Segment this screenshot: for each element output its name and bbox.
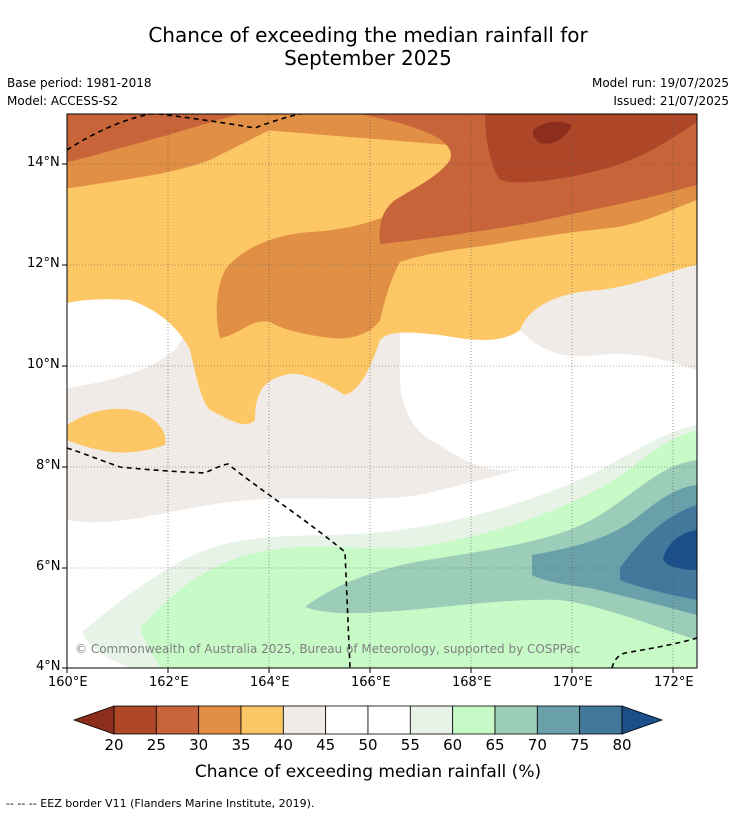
y-tick-4: 4°N <box>36 659 61 674</box>
x-tick-166: 166°E <box>351 675 391 690</box>
colorbar-tick-label: 30 <box>189 736 209 754</box>
colorbar-segment <box>494 705 538 735</box>
colorbar-segment <box>113 705 157 735</box>
colorbar-tick-label: 35 <box>231 736 251 754</box>
field-35-40-west <box>67 408 166 453</box>
colorbar-tick-label: 80 <box>612 736 632 754</box>
colorbar-segment <box>198 705 242 735</box>
x-tick-164: 164°E <box>250 675 290 690</box>
y-tick-14: 14°N <box>27 155 60 170</box>
map-fields <box>67 114 697 668</box>
colorbar-segment <box>240 705 284 735</box>
colorbar-tick-label: 55 <box>400 736 420 754</box>
x-tick-172: 172°E <box>654 675 694 690</box>
colorbar-extend-low <box>72 705 115 735</box>
meta-left: Base period: 1981-2018 Model: ACCESS-S2 <box>7 74 152 110</box>
colorbar-segment <box>409 705 454 735</box>
colorbar-segment <box>325 705 369 735</box>
colorbar-tick-label: 40 <box>273 736 293 754</box>
colorbar-tick-label: 45 <box>316 736 336 754</box>
colorbar-tick-label: 20 <box>104 736 124 754</box>
colorbar-tick-label: 65 <box>485 736 505 754</box>
y-tick-12: 12°N <box>27 256 60 271</box>
x-tick-170: 170°E <box>553 675 593 690</box>
colorbar-tick-label: 60 <box>443 736 463 754</box>
field-60-65 <box>140 430 697 668</box>
model-name: Model: ACCESS-S2 <box>7 94 119 108</box>
eez-borders <box>67 114 697 668</box>
colorbar-title: Chance of exceeding median rainfall (%) <box>194 762 542 782</box>
map-frame <box>66 113 698 669</box>
map-title-line1: Chance of exceeding the median rainfall … <box>148 23 588 47</box>
colorbar <box>72 705 664 735</box>
colorbar-segment <box>282 705 327 735</box>
field-below-20 <box>532 121 572 144</box>
colorbar-segment <box>536 705 581 735</box>
colorbar-tick-label: 70 <box>527 736 547 754</box>
meta-right: Model run: 19/07/2025 Issued: 21/07/2025 <box>592 74 729 110</box>
colorbar-segment <box>452 705 496 735</box>
x-tick-162: 162°E <box>149 675 189 690</box>
map-grid <box>67 114 697 668</box>
x-tick-160: 160°E <box>48 675 88 690</box>
colorbar-tick-label: 50 <box>358 736 378 754</box>
colorbar-segment <box>579 705 623 735</box>
map-plot <box>62 113 698 673</box>
copyright-notice: © Commonwealth of Australia 2025, Bureau… <box>75 642 581 656</box>
colorbar-segment <box>155 705 200 735</box>
colorbar-extend-high <box>621 705 664 735</box>
colorbar-tick-label: 75 <box>570 736 590 754</box>
model-run: Model run: 19/07/2025 <box>591 76 729 90</box>
colorbar-tick-label: 25 <box>146 736 166 754</box>
eez-footnote: -- -- -- EEZ border V11 (Flanders Marine… <box>6 797 315 810</box>
field-75-80 <box>620 505 697 600</box>
tick-marks <box>62 163 674 673</box>
y-tick-10: 10°N <box>27 357 60 372</box>
field-above-80 <box>663 530 697 570</box>
map-title-line2: September 2025 <box>284 46 452 70</box>
issued-date: Issued: 21/07/2025 <box>613 94 729 108</box>
y-tick-8: 8°N <box>36 458 61 473</box>
base-period: Base period: 1981-2018 <box>7 76 152 90</box>
colorbar-segment <box>367 705 411 735</box>
field-65-70 <box>305 460 697 640</box>
y-tick-6: 6°N <box>36 559 61 574</box>
field-45-55-central <box>400 299 697 470</box>
x-tick-168: 168°E <box>452 675 492 690</box>
